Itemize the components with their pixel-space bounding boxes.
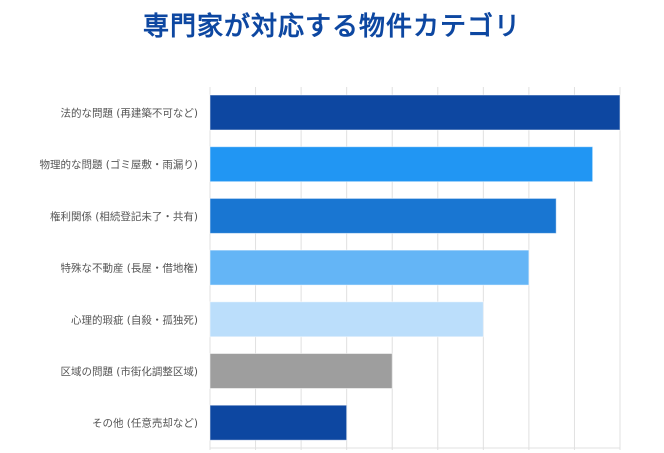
- category-label: 特殊な不動産 (長屋・借地権): [60, 262, 198, 275]
- bar: [209, 404, 348, 441]
- chart-title: 専門家が対応する物件カテゴリ: [142, 12, 521, 42]
- bar: [209, 197, 557, 234]
- category-label: 物理的な問題 (ゴミ屋敷・雨漏り): [39, 158, 198, 171]
- category-label: 法的な問題 (再建築不可など): [60, 107, 198, 120]
- category-label: 心理的瑕疵 (自殺・孤独死): [71, 313, 198, 326]
- category-label: 権利関係 (相続登記未了・共有): [50, 210, 198, 223]
- category-label: 区域の問題 (市街化調整区域): [60, 365, 198, 378]
- bar: [209, 353, 393, 389]
- bar: [209, 146, 594, 183]
- bar: [209, 301, 484, 338]
- category-label: その他 (任意売却など): [92, 417, 198, 430]
- bar: [209, 94, 621, 131]
- bar: [209, 249, 530, 286]
